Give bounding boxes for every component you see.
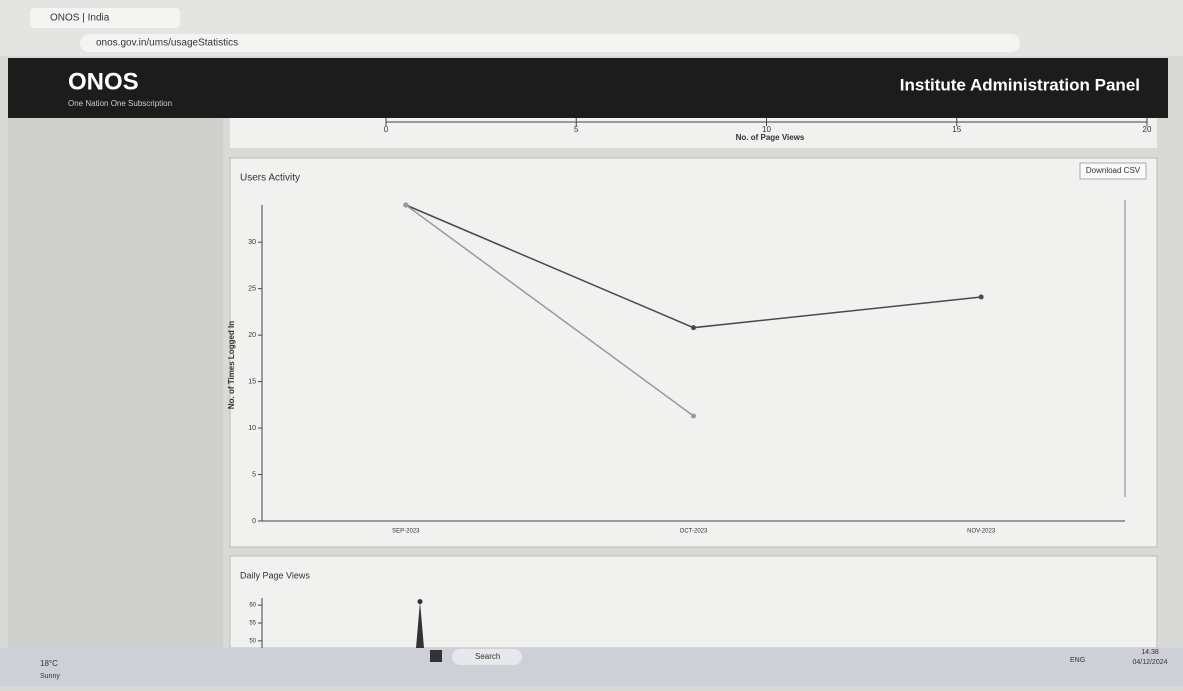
sidebar: [8, 118, 223, 648]
x-tick-label: 20: [1143, 125, 1152, 134]
y-axis-label: No. of Times Logged In: [227, 321, 236, 409]
screen: ONOS | India onos.gov.in/ums/usageStatis…: [0, 0, 1183, 686]
weather-desc: Sunny: [40, 673, 60, 680]
x-tick-label: 10: [762, 125, 771, 134]
users-activity-panel: [230, 158, 1157, 547]
clock-date: 04/12/2024: [1132, 659, 1167, 666]
panel-title: Institute Administration Panel: [900, 75, 1140, 94]
logo: ONOS: [68, 68, 139, 95]
page: ONOS | India onos.gov.in/ums/usageStatis…: [0, 0, 1183, 686]
panel-heading: Users Activity: [240, 173, 300, 184]
url: onos.gov.in/ums/usageStatistics: [96, 38, 238, 49]
search: Search: [475, 652, 500, 661]
x-tick-label: NOV-2023: [967, 529, 996, 535]
weather: 18°C: [40, 659, 58, 668]
y-tick-label: 50: [249, 638, 256, 644]
download-label: Download CSV: [1086, 166, 1141, 175]
x-tick-label: 15: [952, 125, 961, 134]
y-tick-label: 55: [249, 621, 256, 627]
y-tick-label: 15: [248, 378, 256, 385]
clock-time: 14:38: [1141, 649, 1159, 656]
x-tick-label: 5: [574, 125, 579, 134]
y-tick-label: 10: [248, 425, 256, 432]
y-tick-label: 5: [252, 471, 256, 478]
y-tick-label: 30: [248, 239, 256, 246]
start-button[interactable]: [430, 650, 442, 662]
y-tick-label: 60: [249, 603, 256, 609]
tagline: One Nation One Subscription: [68, 99, 172, 108]
x-tick-label: OCT-2023: [680, 529, 708, 535]
y-tick-label: 0: [252, 518, 256, 525]
y-tick-label: 20: [248, 332, 256, 339]
language: ENG: [1070, 657, 1085, 664]
tab-title: ONOS | India: [50, 13, 110, 24]
taskbar: [0, 648, 1183, 686]
daily-page-views-panel: [230, 556, 1157, 648]
panel-heading: Daily Page Views: [240, 570, 310, 580]
x-axis-label: No. of Page Views: [736, 133, 805, 142]
y-tick-label: 25: [248, 285, 256, 292]
x-tick-label: SEP-2023: [392, 529, 420, 535]
data-point: [418, 599, 423, 604]
x-tick-label: 0: [384, 125, 389, 134]
